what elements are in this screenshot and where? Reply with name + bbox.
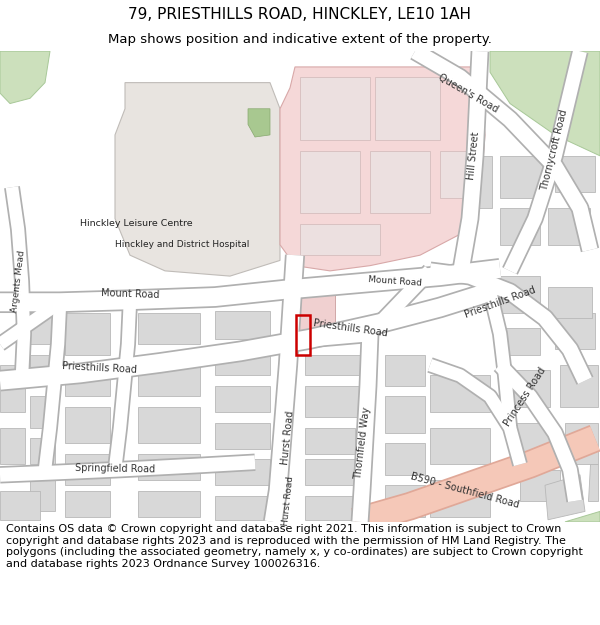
Polygon shape	[555, 156, 595, 192]
Polygon shape	[65, 365, 110, 396]
Polygon shape	[385, 354, 425, 386]
Text: Hinckley and District Hospital: Hinckley and District Hospital	[115, 240, 250, 249]
Polygon shape	[30, 354, 55, 386]
Polygon shape	[548, 208, 590, 245]
Polygon shape	[0, 428, 25, 464]
Text: Springfield Road: Springfield Road	[75, 463, 155, 474]
Polygon shape	[370, 151, 430, 213]
Polygon shape	[430, 376, 490, 412]
Text: Priesthills Road: Priesthills Road	[312, 318, 388, 339]
Polygon shape	[520, 469, 560, 501]
Polygon shape	[280, 67, 485, 271]
Polygon shape	[385, 444, 425, 475]
Polygon shape	[138, 407, 200, 444]
Polygon shape	[385, 396, 425, 433]
Polygon shape	[545, 475, 585, 520]
Polygon shape	[305, 496, 355, 520]
Text: Priesthills Road: Priesthills Road	[62, 361, 137, 375]
Polygon shape	[30, 396, 55, 428]
Polygon shape	[0, 51, 50, 104]
Polygon shape	[560, 365, 598, 407]
Polygon shape	[500, 328, 540, 354]
Polygon shape	[115, 82, 280, 276]
Text: Thornycroft Road: Thornycroft Road	[539, 109, 569, 192]
Text: Queen's Road: Queen's Road	[436, 72, 500, 114]
Polygon shape	[0, 491, 40, 520]
Polygon shape	[305, 459, 355, 485]
Polygon shape	[490, 51, 600, 156]
Text: Hill Street: Hill Street	[466, 131, 482, 181]
Polygon shape	[588, 464, 598, 501]
Polygon shape	[65, 454, 110, 485]
Polygon shape	[515, 422, 555, 454]
Polygon shape	[510, 370, 550, 407]
Polygon shape	[305, 428, 355, 454]
Text: Hinckley Leisure Centre: Hinckley Leisure Centre	[80, 219, 193, 228]
Text: Princess Road: Princess Road	[502, 365, 548, 428]
Polygon shape	[65, 312, 110, 354]
Polygon shape	[300, 151, 360, 213]
Polygon shape	[300, 78, 370, 140]
Polygon shape	[305, 386, 360, 418]
Polygon shape	[430, 480, 490, 517]
Polygon shape	[138, 491, 200, 517]
Polygon shape	[30, 480, 55, 511]
Polygon shape	[295, 292, 335, 344]
Text: Thornfield Way: Thornfield Way	[353, 407, 373, 480]
Polygon shape	[470, 156, 492, 208]
Polygon shape	[440, 151, 475, 198]
Polygon shape	[305, 354, 360, 376]
Text: Contains OS data © Crown copyright and database right 2021. This information is : Contains OS data © Crown copyright and d…	[6, 524, 583, 569]
Text: Map shows position and indicative extent of the property.: Map shows position and indicative extent…	[108, 34, 492, 46]
Polygon shape	[555, 312, 595, 349]
Polygon shape	[548, 286, 592, 318]
Text: Mount Road: Mount Road	[368, 275, 422, 288]
Polygon shape	[215, 496, 270, 520]
Polygon shape	[248, 109, 270, 137]
Polygon shape	[138, 312, 200, 344]
Bar	[296, 315, 310, 354]
Text: Hurst Road: Hurst Road	[280, 411, 296, 466]
Text: Mount Road: Mount Road	[101, 288, 160, 300]
Polygon shape	[215, 459, 270, 485]
Polygon shape	[65, 407, 110, 444]
Polygon shape	[30, 438, 55, 464]
Polygon shape	[300, 224, 380, 255]
Text: Argents Mead: Argents Mead	[10, 250, 26, 313]
Polygon shape	[500, 276, 540, 312]
Polygon shape	[565, 422, 598, 464]
Text: B590 - Southfield Road: B590 - Southfield Road	[410, 471, 520, 510]
Polygon shape	[215, 386, 270, 412]
Polygon shape	[138, 454, 200, 480]
Polygon shape	[30, 312, 55, 344]
Polygon shape	[565, 511, 600, 522]
Text: Priesthills Road: Priesthills Road	[463, 285, 537, 320]
Polygon shape	[430, 428, 490, 464]
Polygon shape	[138, 360, 200, 396]
Polygon shape	[215, 349, 270, 376]
Polygon shape	[215, 422, 270, 449]
Text: Hurst Road: Hurst Road	[281, 476, 295, 526]
Polygon shape	[215, 311, 270, 339]
Polygon shape	[385, 485, 425, 517]
Polygon shape	[375, 78, 440, 140]
Text: 79, PRIESTHILLS ROAD, HINCKLEY, LE10 1AH: 79, PRIESTHILLS ROAD, HINCKLEY, LE10 1AH	[128, 7, 472, 22]
Polygon shape	[65, 491, 110, 517]
Polygon shape	[500, 156, 545, 198]
Polygon shape	[0, 365, 25, 412]
Polygon shape	[500, 208, 540, 245]
